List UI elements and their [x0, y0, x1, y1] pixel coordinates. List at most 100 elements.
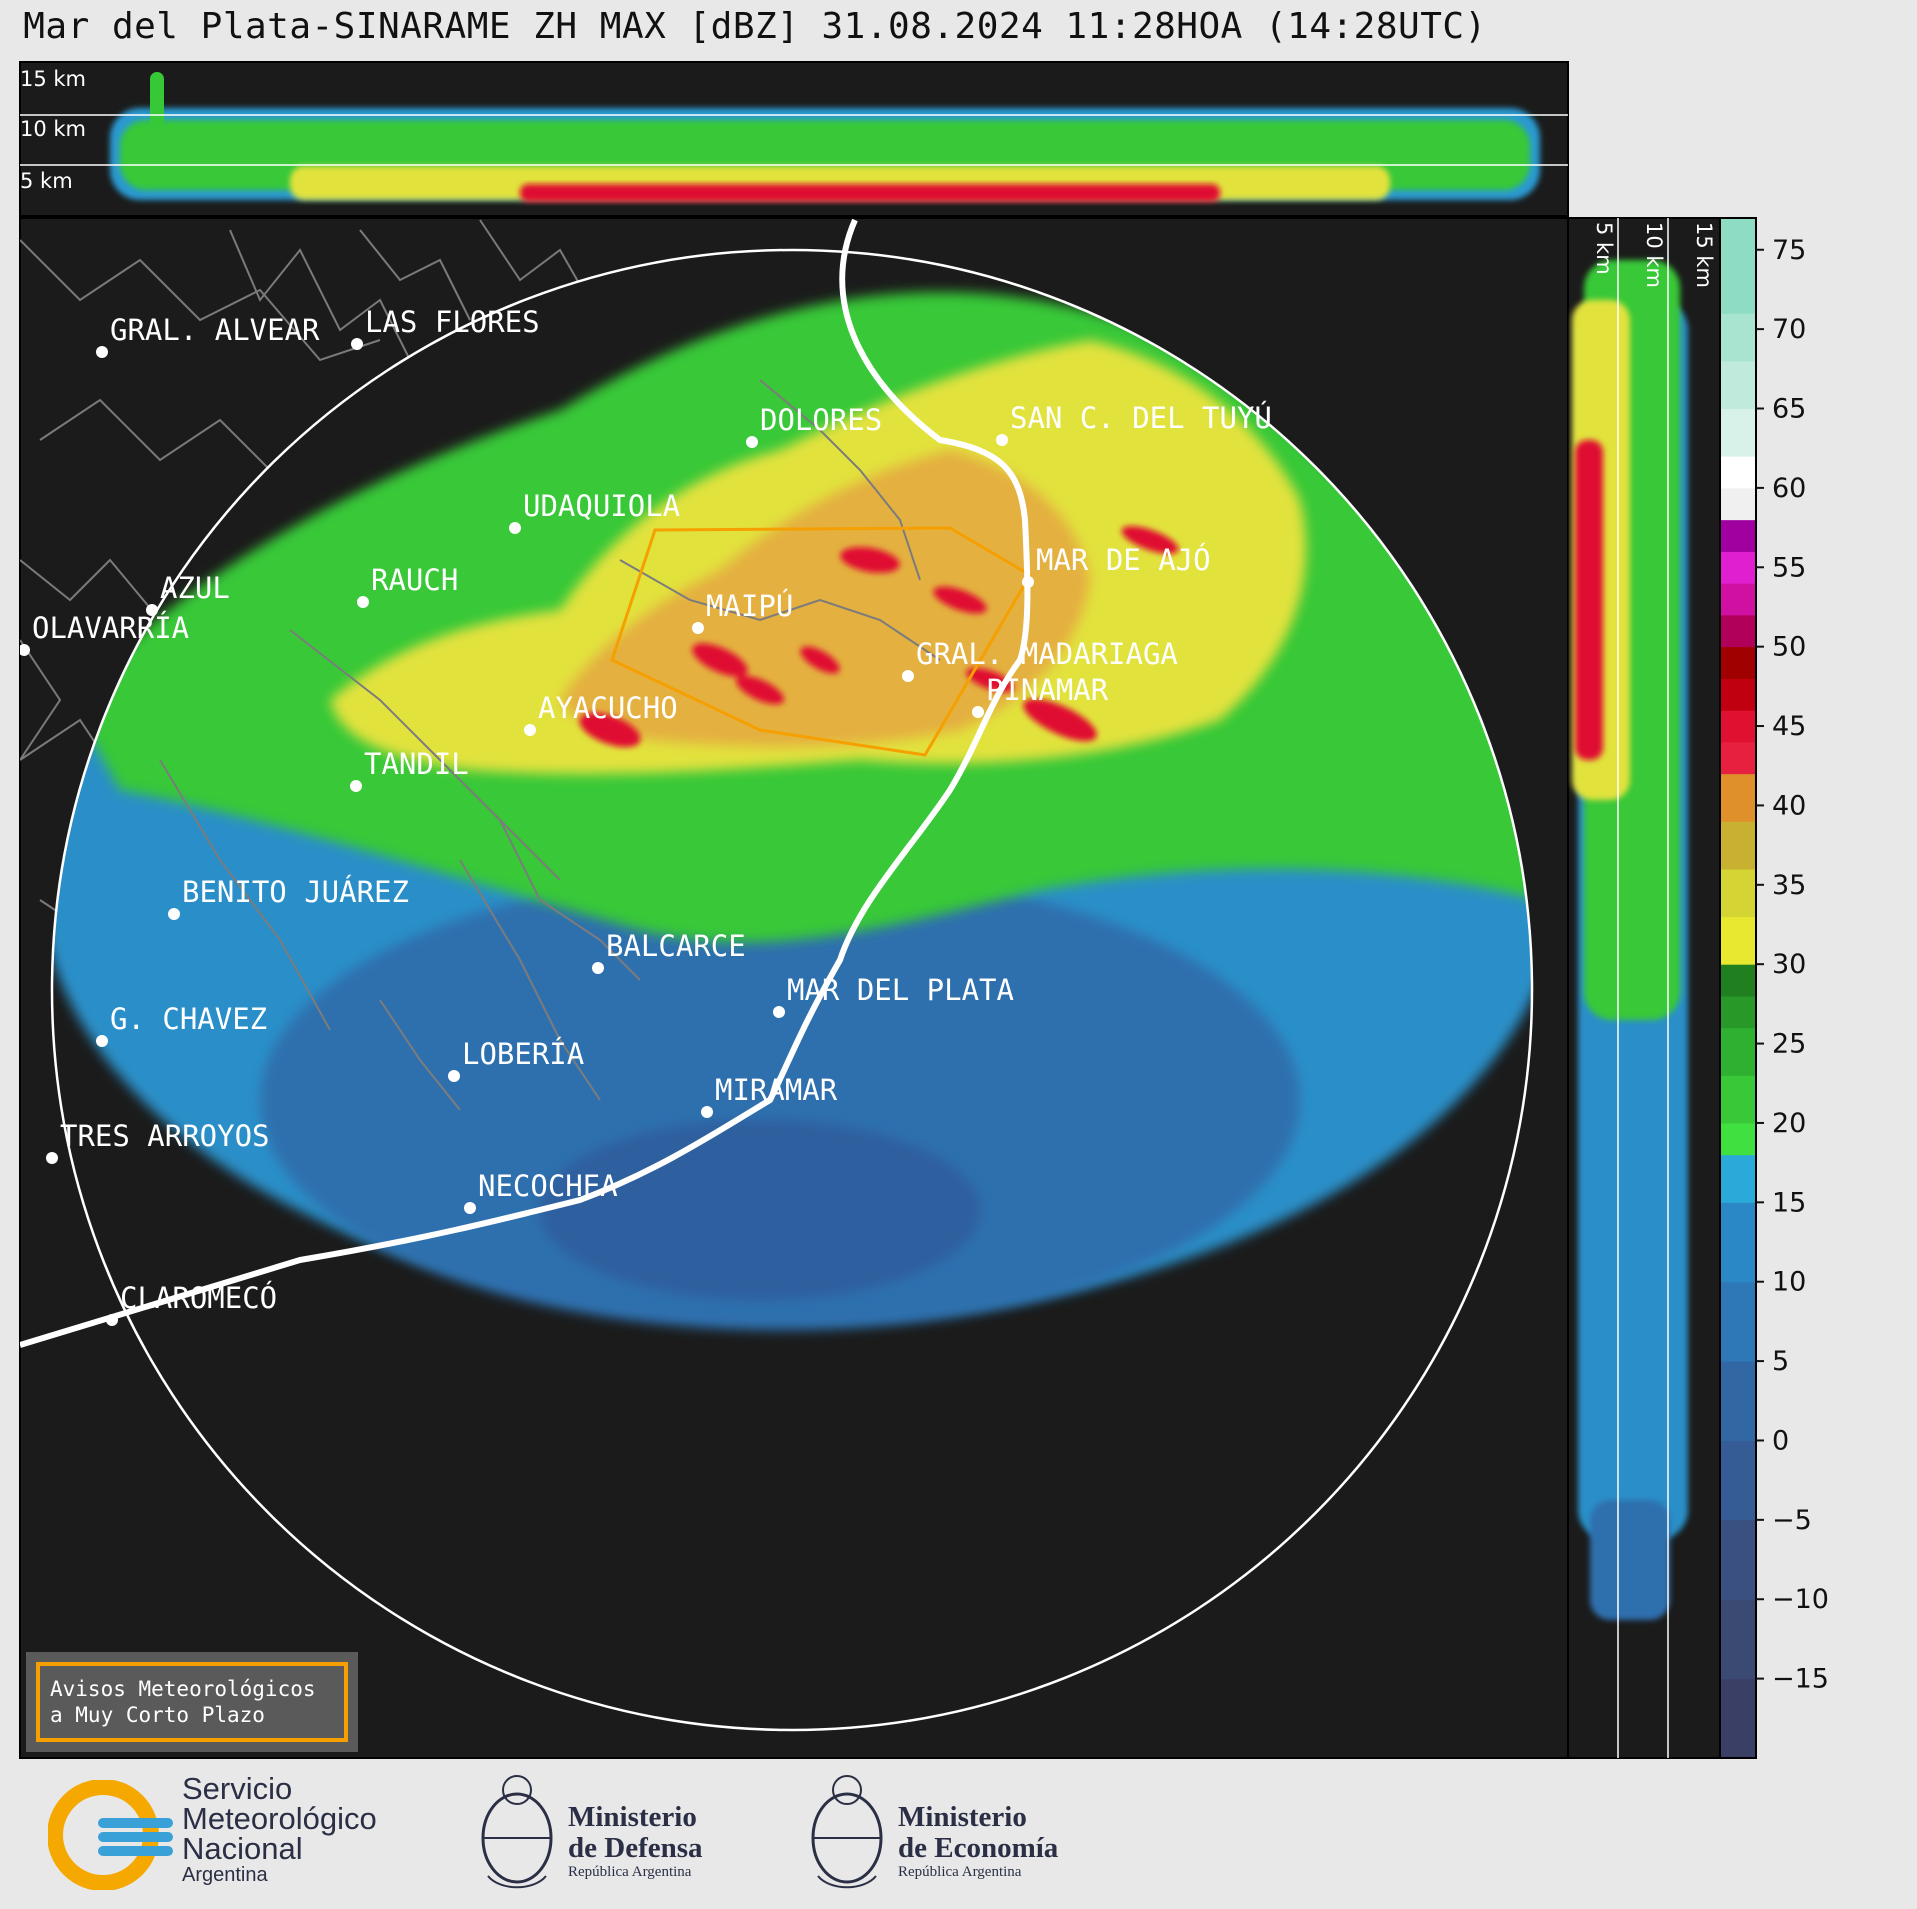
city-8: MAIPÚ [692, 589, 793, 634]
smn-line2: Meteorológico [182, 1801, 377, 1836]
city-label: MAIPÚ [706, 589, 793, 623]
colorbar-tick-label: 55 [1772, 552, 1806, 583]
colorbar-tick-label: 35 [1772, 870, 1806, 901]
colorbar-tick-label: 30 [1772, 949, 1806, 980]
colorbar-swatch [1720, 1678, 1756, 1759]
colorbar-swatch [1720, 614, 1756, 648]
city-18: LOBERÍA [448, 1037, 584, 1082]
colorbar-swatch [1720, 710, 1756, 743]
defensa-sub: República Argentina [568, 1864, 692, 1880]
colorbar-tick-label: 65 [1772, 394, 1806, 425]
city-label: AYACUCHO [538, 691, 678, 725]
side-cross-section: 5 km 10 km 15 km [1567, 217, 1721, 1759]
colorbar-swatch [1720, 1154, 1756, 1203]
city-4: UDAQUIOLA [509, 489, 680, 534]
city-dot [509, 522, 521, 534]
city-dot [96, 346, 108, 358]
city-14: BENITO JUÁREZ [168, 875, 409, 920]
inner-boundaries [159, 379, 941, 1111]
colorbar-swatch [1720, 1202, 1756, 1283]
colorbar-swatch [1720, 741, 1756, 775]
warning-polygon[interactable] [610, 526, 1033, 757]
colorbar-tick-label: 60 [1772, 473, 1806, 504]
colorbar-tick-label: 45 [1772, 711, 1806, 742]
radar-echoes [52, 292, 1532, 1330]
city-dot [996, 434, 1008, 446]
city-dot [357, 596, 369, 608]
colorbar-swatch [1720, 1122, 1756, 1156]
city-dot [773, 1006, 785, 1018]
colorbar-tick-label: −5 [1772, 1505, 1812, 1536]
city-label: NECOCHEA [478, 1169, 618, 1203]
city-label: LOBERÍA [462, 1037, 584, 1071]
city-0: GRAL. ALVEAR [96, 313, 320, 358]
city-2: DOLORES [746, 403, 882, 448]
colorbar-tick-label: 70 [1772, 314, 1806, 345]
city-dot [692, 622, 704, 634]
height-label-15km: 15 km [20, 67, 86, 91]
colorbar-swatch [1720, 1361, 1756, 1441]
coastline [20, 218, 1031, 1348]
smn-text: Servicio Meteorológico Nacional Argentin… [182, 1771, 377, 1887]
colorbar-swatch [1720, 313, 1756, 362]
height-label-10km: 10 km [20, 117, 86, 141]
top-cross-section: 15 km 10 km 5 km [19, 61, 1569, 217]
city-dot [106, 1314, 118, 1326]
city-label: PINAMAR [986, 673, 1109, 707]
city-dot [351, 338, 363, 350]
city-label: TRES ARROYOS [60, 1119, 270, 1153]
city-label: LAS FLORES [365, 305, 540, 339]
radar-map: GRAL. ALVEAR LAS FLORES DOLORES SAN C. DEL … [19, 217, 1569, 1759]
city-7: RAUCH [357, 563, 458, 608]
colorbar-swatch [1720, 218, 1756, 314]
side-height-5km: 5 km [1592, 222, 1616, 275]
city-label: MAR DE AJÓ [1036, 543, 1211, 577]
colorbar-tick-label: 40 [1772, 790, 1806, 821]
economia-emblem-icon [800, 1766, 895, 1905]
colorbar-swatch [1720, 1075, 1756, 1124]
colorbar-tick-label: 25 [1772, 1029, 1806, 1060]
city-label: DOLORES [760, 403, 882, 437]
city-dot [96, 1035, 108, 1047]
side-height-10km: 10 km [1642, 222, 1666, 288]
colorbar-swatch [1720, 995, 1756, 1029]
city-label: GRAL. MADARIAGA [916, 637, 1178, 671]
colorbar-tick-label: 20 [1772, 1108, 1806, 1139]
city-label: RAUCH [371, 563, 458, 597]
city-13: TANDIL [350, 747, 469, 792]
economia-line1: Ministerio [898, 1801, 1027, 1833]
defensa-emblem-icon [470, 1766, 565, 1905]
city-19: MIRAMAR [701, 1073, 838, 1118]
colorbar-swatch [1720, 821, 1756, 870]
city-label: UDAQUIOLA [523, 489, 680, 523]
city-label: BALCARCE [606, 929, 746, 963]
city-16: MAR DEL PLATA [773, 973, 1014, 1018]
aviso-button[interactable]: Avisos Meteorológicos a Muy Corto Plazo [36, 1662, 348, 1742]
city-label: MIRAMAR [715, 1073, 838, 1107]
city-dot [746, 436, 758, 448]
city-10: GRAL. MADARIAGA [902, 637, 1178, 682]
colorbar-swatch [1720, 868, 1756, 918]
smn-line1: Servicio [182, 1771, 293, 1806]
colorbar-swatch [1720, 1027, 1756, 1076]
defensa-line2: de Defensa [568, 1832, 703, 1864]
city-label: GRAL. ALVEAR [110, 313, 320, 347]
city-15: BALCARCE [592, 929, 746, 974]
city-markers: GRAL. ALVEAR LAS FLORES DOLORES SAN C. DEL … [20, 305, 1272, 1326]
city-20: TRES ARROYOS [46, 1119, 270, 1164]
city-label: BENITO JUÁREZ [182, 875, 409, 909]
city-dot [146, 604, 158, 616]
colorbar-swatch [1720, 456, 1756, 489]
defensa-line1: Ministerio [568, 1801, 697, 1833]
city-6: AZUL [146, 571, 230, 616]
range-ring [50, 248, 1534, 1732]
city-11: PINAMAR [972, 673, 1109, 718]
city-9: OLAVARRÍA [20, 611, 189, 656]
colorbar-swatch [1720, 408, 1756, 457]
colorbar-tick-label: 15 [1772, 1187, 1806, 1218]
smn-sub: Argentina [182, 1864, 268, 1886]
city-dot [168, 908, 180, 920]
colorbar-swatch [1720, 1519, 1756, 1600]
colorbar-swatch [1720, 1440, 1756, 1521]
colorbar-swatch [1720, 360, 1756, 410]
